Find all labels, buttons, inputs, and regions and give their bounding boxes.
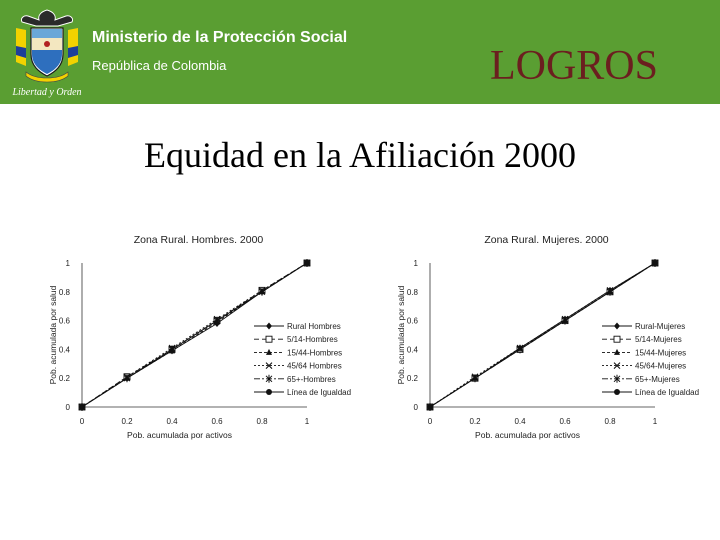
y-tick-label: 0.4: [407, 345, 419, 354]
legend-item: 45/64-Mujeres: [602, 362, 686, 371]
legend-marker: [265, 374, 273, 383]
legend-label: 5/14-Hombres: [287, 335, 338, 344]
legend-label: Rural-Mujeres: [635, 322, 685, 331]
y-tick-label: 0.2: [59, 374, 71, 383]
legend-label: 45/64-Mujeres: [635, 362, 686, 371]
y-tick-label: 0.2: [407, 374, 419, 383]
series-5-mujeres: [427, 260, 658, 410]
y-tick-label: 0.8: [59, 288, 71, 297]
republic-name: República de Colombia: [92, 58, 227, 73]
chart-title: Zona Rural. Mujeres. 2000: [484, 234, 608, 246]
x-tick-label: 0: [80, 417, 85, 426]
legend-item: Línea de Igualdad: [254, 388, 351, 397]
y-tick-label: 0: [66, 403, 71, 412]
legend-marker: [613, 362, 621, 369]
legend-marker: [614, 348, 620, 355]
legend-item: Rural Hombres: [254, 322, 341, 331]
series-line: [429, 262, 656, 408]
series-5-hombres: [79, 260, 310, 410]
x-tick-label: 0.8: [604, 417, 616, 426]
legend-marker: [266, 348, 272, 355]
legend-item: Línea de Igualdad: [602, 388, 699, 397]
legend-label: 15/44-Hombres: [287, 348, 342, 357]
y-tick-label: 0.8: [407, 288, 419, 297]
legend-item: 5/14-Hombres: [254, 335, 338, 344]
x-tick-label: 0.4: [166, 417, 178, 426]
legend-item: 15/44-Hombres: [254, 348, 342, 357]
series-line: [429, 262, 656, 408]
x-tick-label: 0.8: [256, 417, 268, 426]
legend-item: 15/44-Mujeres: [602, 348, 686, 357]
y-axis-label: Pob. acumulada por salud: [396, 285, 406, 384]
series-line: [81, 262, 308, 408]
x-tick-label: 0.2: [469, 417, 481, 426]
legend-label: Rural Hombres: [287, 322, 341, 331]
legend-item: 65+-Mujeres: [602, 375, 680, 384]
x-tick-label: 0.4: [514, 417, 526, 426]
y-tick-label: 0: [414, 403, 419, 412]
x-tick-label: 0.2: [121, 417, 133, 426]
crest-motto: Libertad y Orden: [11, 87, 81, 98]
data-point: [427, 404, 433, 410]
section-title: LOGROS: [489, 43, 658, 89]
x-tick-label: 0: [428, 417, 433, 426]
legend-marker: [613, 374, 621, 383]
y-axis-label: Pob. acumulada por salud: [48, 285, 58, 384]
legend-label: 15/44-Mujeres: [635, 348, 686, 357]
legend-marker: [614, 389, 620, 395]
data-point: [304, 260, 310, 266]
header-bar: Libertad y Orden Ministerio de la Protec…: [0, 0, 720, 104]
chart-title: Zona Rural. Hombres. 2000: [134, 234, 264, 246]
y-tick-label: 1: [414, 259, 419, 268]
x-axis-label: Pob. acumulada por activos: [127, 430, 232, 440]
legend-item: 65+-Hombres: [254, 375, 336, 384]
x-tick-label: 1: [653, 417, 658, 426]
ministry-name: Ministerio de la Protección Social: [92, 29, 348, 46]
x-tick-label: 0.6: [559, 417, 571, 426]
legend-item: 5/14-Mujeres: [602, 335, 682, 344]
x-tick-label: 0.6: [211, 417, 223, 426]
x-tick-label: 1: [305, 417, 310, 426]
legend-label: 45/64 Hombres: [287, 362, 342, 371]
legend-marker: [266, 389, 272, 395]
slide-title: Equidad en la Afiliación 2000: [144, 135, 576, 175]
data-point: [79, 404, 85, 410]
legend-label: 65+-Mujeres: [635, 375, 680, 384]
legend-marker: [266, 322, 272, 330]
legend-label: 5/14-Mujeres: [635, 335, 682, 344]
y-tick-label: 1: [66, 259, 71, 268]
legend-marker: [613, 335, 621, 343]
chart-rural-mujeres: Zona Rural. Mujeres. 2000 0 0.2 0.4 0.6 0.8 1 0…: [392, 226, 717, 456]
chart-rural-hombres: Zona Rural. Hombres. 2000 0 0.2 0.4 0.6 0.8 1 0…: [44, 226, 369, 456]
y-tick-label: 0.6: [407, 317, 419, 326]
legend-item: Rural-Mujeres: [602, 322, 685, 331]
y-tick-label: 0.4: [59, 345, 71, 354]
legend-marker: [265, 362, 273, 369]
legend-item: 45/64 Hombres: [254, 362, 342, 371]
legend-label: Línea de Igualdad: [635, 388, 699, 397]
coat-of-arms-logo: Libertad y Orden: [11, 9, 82, 98]
y-tick-label: 0.6: [59, 317, 71, 326]
series-line: [81, 262, 308, 408]
x-axis-label: Pob. acumulada por activos: [475, 430, 580, 440]
legend-marker: [614, 322, 620, 330]
legend-label: 65+-Hombres: [287, 375, 336, 384]
legend-marker: [265, 335, 273, 343]
data-point: [652, 260, 658, 266]
legend-label: Línea de Igualdad: [287, 388, 351, 397]
